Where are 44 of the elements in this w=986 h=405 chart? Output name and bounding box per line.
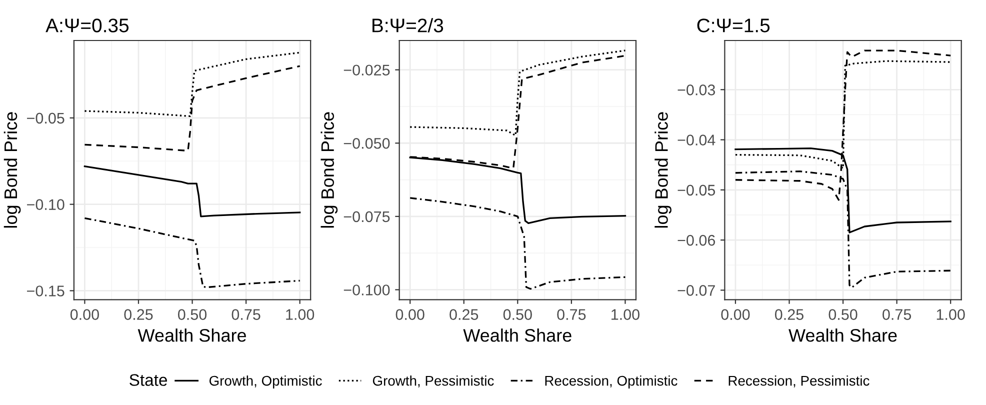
- y-axis-title: log Bond Price: [4, 112, 21, 228]
- x-tick-label: 0.25: [124, 309, 153, 320]
- y-tick-label: −0.15: [27, 286, 64, 296]
- x-axis-title: Wealth Share: [138, 328, 246, 342]
- legend-label: Growth, Optimistic: [209, 376, 322, 388]
- x-tick-label: 0.75: [557, 309, 586, 320]
- x-axis-title: Wealth Share: [788, 328, 897, 342]
- legend-label: Growth, Pessimistic: [372, 376, 494, 388]
- x-tick-label: 0.25: [774, 309, 804, 320]
- y-axis-title: log Bond Price: [654, 112, 672, 228]
- line-series: [409, 197, 626, 290]
- y-tick-label: −0.025: [344, 64, 390, 76]
- y-tick-label: −0.075: [344, 211, 390, 222]
- y-axis-title: log Bond Price: [320, 112, 338, 228]
- x-tick-label: 0.75: [232, 309, 260, 320]
- y-tick-label: −0.100: [344, 284, 390, 296]
- x-tick-label: 0.00: [70, 309, 99, 320]
- x-tick-label: 0.50: [828, 309, 858, 320]
- y-tick-label: −0.07: [678, 285, 715, 296]
- chart-title: C:Ψ=1.5: [697, 18, 770, 32]
- x-tick-label: 1.00: [612, 309, 640, 320]
- x-tick-label: 1.00: [936, 309, 965, 320]
- x-tick-label: 0.00: [396, 309, 424, 320]
- y-tick-label: −0.04: [678, 134, 716, 146]
- x-tick-label: 0.00: [721, 309, 750, 320]
- y-tick-label: −0.050: [344, 138, 390, 149]
- chart-title: A:Ψ=0.35: [46, 18, 129, 32]
- x-tick-label: 0.75: [882, 309, 912, 320]
- legend-title: State: [130, 374, 167, 386]
- legend-label: Recession, Optimistic: [545, 376, 678, 388]
- x-tick-label: 0.50: [503, 309, 532, 320]
- legend-label: Recession, Pessimistic: [728, 376, 870, 388]
- x-tick-label: 1.00: [286, 309, 314, 320]
- y-tick-label: −0.03: [678, 84, 716, 96]
- y-tick-label: −0.10: [27, 199, 64, 210]
- x-tick-label: 0.50: [178, 309, 207, 320]
- chart-title: B:Ψ=2/3: [372, 18, 444, 32]
- line-series: [84, 165, 301, 218]
- line-series: [84, 217, 301, 288]
- y-tick-label: −0.05: [678, 184, 716, 196]
- x-tick-label: 0.25: [450, 309, 478, 320]
- y-tick-label: −0.06: [678, 234, 716, 246]
- x-axis-title: Wealth Share: [463, 328, 572, 342]
- y-tick-label: −0.05: [27, 112, 64, 124]
